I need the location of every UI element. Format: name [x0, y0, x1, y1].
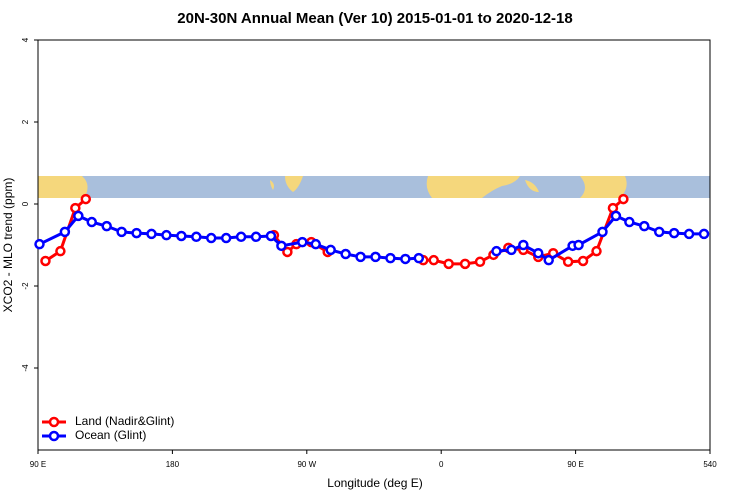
point: [220, 232, 232, 244]
point: [176, 230, 187, 242]
point: [355, 251, 366, 263]
point: [282, 246, 293, 258]
point: [101, 220, 112, 232]
point: [459, 258, 471, 270]
point: [191, 231, 202, 243]
point: [491, 245, 502, 257]
point: [265, 230, 277, 242]
point: [250, 231, 262, 243]
x-axis-label: Longitude (deg E): [327, 476, 422, 490]
point: [653, 226, 665, 238]
point: [518, 239, 529, 251]
legend-label: Ocean (Glint): [75, 428, 146, 442]
x-tick-label: 180: [166, 460, 180, 469]
y-axis-label: XCO2 - MLO trend (ppm): [1, 178, 15, 313]
point: [506, 244, 517, 256]
point: [276, 240, 287, 252]
x-tick-label: 90 E: [30, 460, 46, 469]
point: [413, 252, 425, 264]
point: [577, 255, 589, 267]
point: [235, 231, 247, 243]
point: [668, 227, 680, 239]
point: [34, 238, 45, 250]
legend-marker: [48, 430, 60, 442]
point: [562, 256, 574, 268]
world-map-strip: [38, 176, 710, 198]
point: [400, 253, 411, 265]
point: [310, 238, 322, 250]
legend-label: Land (Nadir&Glint): [75, 414, 174, 428]
point: [370, 251, 381, 263]
point: [624, 216, 635, 228]
point: [55, 245, 66, 257]
point: [297, 236, 308, 248]
point: [428, 254, 439, 266]
point: [543, 254, 554, 266]
point: [385, 252, 396, 264]
x-tick-label: 90 E: [567, 460, 583, 469]
point: [573, 239, 584, 251]
y-tick-label: -2: [21, 282, 30, 290]
point: [443, 258, 454, 270]
point: [146, 228, 157, 240]
point: [73, 210, 84, 222]
chart-title: 20N-30N Annual Mean (Ver 10) 2015-01-01 …: [177, 10, 572, 27]
point: [591, 245, 602, 257]
plot-frame: [37, 39, 711, 451]
x-tick-label: 540: [703, 460, 717, 469]
y-tick-label: 4: [21, 37, 30, 42]
y-tick-label: 2: [21, 119, 30, 124]
point: [116, 226, 127, 238]
point: [59, 226, 71, 238]
point: [86, 216, 98, 228]
point: [340, 248, 351, 260]
point: [683, 228, 695, 240]
y-tick-label: 0: [21, 201, 30, 206]
point: [205, 232, 217, 244]
point: [131, 227, 142, 239]
legend-marker: [48, 416, 60, 428]
point: [618, 193, 629, 205]
point: [40, 255, 51, 267]
point: [80, 193, 92, 205]
point: [597, 226, 608, 238]
point: [698, 228, 710, 240]
x-tick-label: 0: [439, 460, 444, 469]
point: [639, 220, 650, 232]
point: [161, 229, 172, 241]
point: [533, 247, 544, 259]
point: [325, 244, 336, 256]
x-tick-label: 90 W: [297, 460, 316, 469]
point: [610, 210, 622, 222]
point: [474, 256, 486, 268]
y-tick-label: -4: [21, 364, 30, 372]
